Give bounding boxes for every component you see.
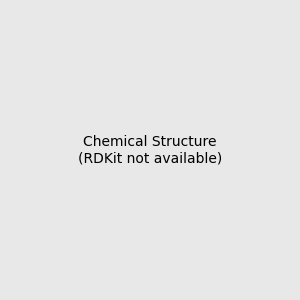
Text: Chemical Structure
(RDKit not available): Chemical Structure (RDKit not available) [78,135,222,165]
